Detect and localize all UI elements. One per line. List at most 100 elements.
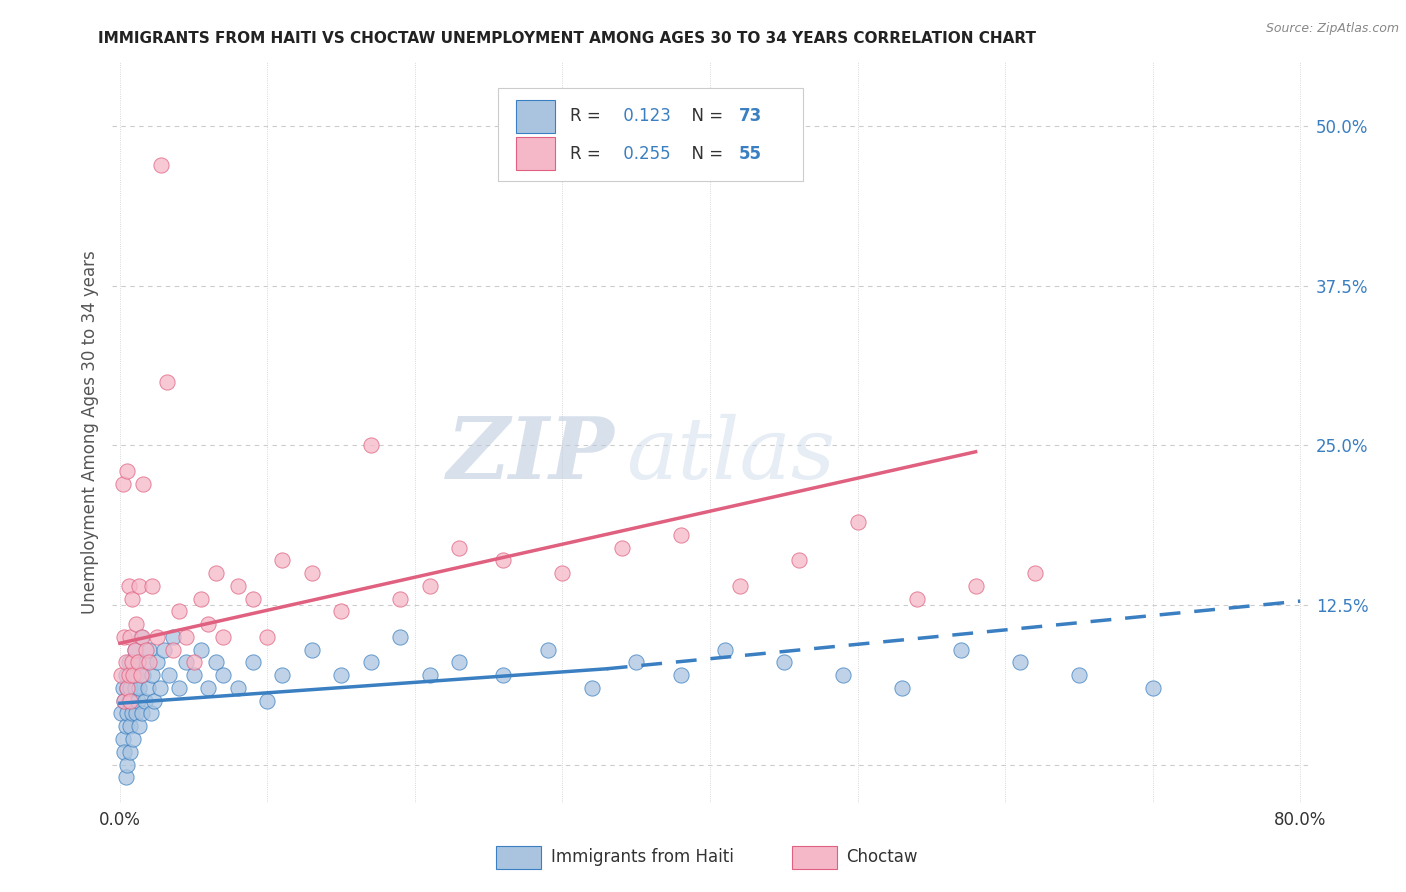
Point bbox=[149, 681, 172, 695]
Point bbox=[713, 642, 735, 657]
Point bbox=[197, 617, 219, 632]
Point bbox=[115, 757, 138, 772]
Point bbox=[135, 642, 157, 657]
Point bbox=[204, 656, 226, 670]
Text: 0.123: 0.123 bbox=[619, 108, 671, 126]
Point bbox=[127, 656, 149, 670]
Point bbox=[157, 668, 180, 682]
Point bbox=[419, 579, 441, 593]
Point bbox=[128, 719, 150, 733]
Point bbox=[226, 579, 249, 593]
Text: atlas: atlas bbox=[627, 414, 835, 496]
Point bbox=[610, 541, 633, 555]
Point bbox=[197, 681, 219, 695]
Point bbox=[212, 668, 235, 682]
Text: 55: 55 bbox=[738, 145, 762, 162]
Point bbox=[124, 681, 146, 695]
Point bbox=[112, 630, 135, 644]
Point bbox=[581, 681, 603, 695]
Point bbox=[256, 694, 278, 708]
FancyBboxPatch shape bbox=[499, 88, 803, 181]
Point bbox=[124, 642, 146, 657]
Text: ZIP: ZIP bbox=[447, 413, 614, 497]
Point bbox=[122, 731, 145, 746]
Y-axis label: Unemployment Among Ages 30 to 34 years: Unemployment Among Ages 30 to 34 years bbox=[80, 251, 98, 615]
Point bbox=[110, 668, 132, 682]
Point bbox=[301, 642, 323, 657]
Point bbox=[118, 668, 141, 682]
Point bbox=[669, 668, 692, 682]
Point bbox=[360, 438, 382, 452]
Point bbox=[135, 656, 157, 670]
Text: R =: R = bbox=[571, 145, 606, 162]
Point bbox=[141, 668, 163, 682]
Point bbox=[132, 668, 155, 682]
Point bbox=[669, 527, 692, 541]
Point bbox=[212, 630, 235, 644]
Point bbox=[141, 579, 163, 593]
Point bbox=[145, 630, 167, 644]
Point bbox=[551, 566, 574, 580]
Point bbox=[1008, 656, 1031, 670]
Point bbox=[127, 656, 149, 670]
Point bbox=[831, 668, 853, 682]
Point bbox=[114, 719, 136, 733]
Point bbox=[1142, 681, 1164, 695]
Point bbox=[449, 541, 471, 555]
Point bbox=[145, 656, 167, 670]
Point bbox=[125, 706, 148, 721]
Point bbox=[111, 731, 134, 746]
Point bbox=[162, 630, 184, 644]
Point bbox=[174, 656, 197, 670]
Point bbox=[153, 642, 176, 657]
Text: Source: ZipAtlas.com: Source: ZipAtlas.com bbox=[1265, 22, 1399, 36]
Point bbox=[389, 630, 412, 644]
Point bbox=[449, 656, 471, 670]
Point bbox=[115, 681, 138, 695]
Point bbox=[129, 668, 152, 682]
Point bbox=[204, 566, 226, 580]
Point bbox=[111, 681, 134, 695]
Point bbox=[271, 553, 294, 567]
Point bbox=[112, 694, 135, 708]
Text: Choctaw: Choctaw bbox=[846, 848, 918, 866]
Point bbox=[537, 642, 560, 657]
Point bbox=[772, 656, 794, 670]
Point bbox=[626, 656, 648, 670]
Point bbox=[128, 579, 150, 593]
Text: N =: N = bbox=[682, 145, 728, 162]
Point bbox=[142, 694, 165, 708]
Point bbox=[132, 476, 155, 491]
Point bbox=[190, 591, 212, 606]
Point bbox=[162, 642, 184, 657]
Point bbox=[787, 553, 810, 567]
Point bbox=[114, 770, 136, 784]
Point bbox=[242, 591, 264, 606]
Point bbox=[120, 694, 142, 708]
Point bbox=[301, 566, 323, 580]
Point bbox=[139, 706, 162, 721]
Point bbox=[156, 375, 179, 389]
Text: IMMIGRANTS FROM HAITI VS CHOCTAW UNEMPLOYMENT AMONG AGES 30 TO 34 YEARS CORRELAT: IMMIGRANTS FROM HAITI VS CHOCTAW UNEMPLO… bbox=[98, 31, 1036, 46]
Point bbox=[118, 579, 141, 593]
Point bbox=[112, 694, 135, 708]
Point bbox=[419, 668, 441, 682]
Point bbox=[150, 157, 173, 171]
Point bbox=[121, 706, 143, 721]
FancyBboxPatch shape bbox=[516, 100, 554, 133]
Point bbox=[846, 515, 869, 529]
Point bbox=[115, 706, 138, 721]
Point bbox=[115, 464, 138, 478]
Point bbox=[965, 579, 987, 593]
Point bbox=[121, 591, 143, 606]
Point bbox=[242, 656, 264, 670]
Point bbox=[905, 591, 928, 606]
Point bbox=[121, 668, 143, 682]
Point bbox=[114, 656, 136, 670]
Point bbox=[118, 656, 141, 670]
Point bbox=[360, 656, 382, 670]
Point bbox=[183, 668, 205, 682]
Point bbox=[131, 630, 153, 644]
Point bbox=[492, 553, 515, 567]
Point bbox=[131, 706, 153, 721]
